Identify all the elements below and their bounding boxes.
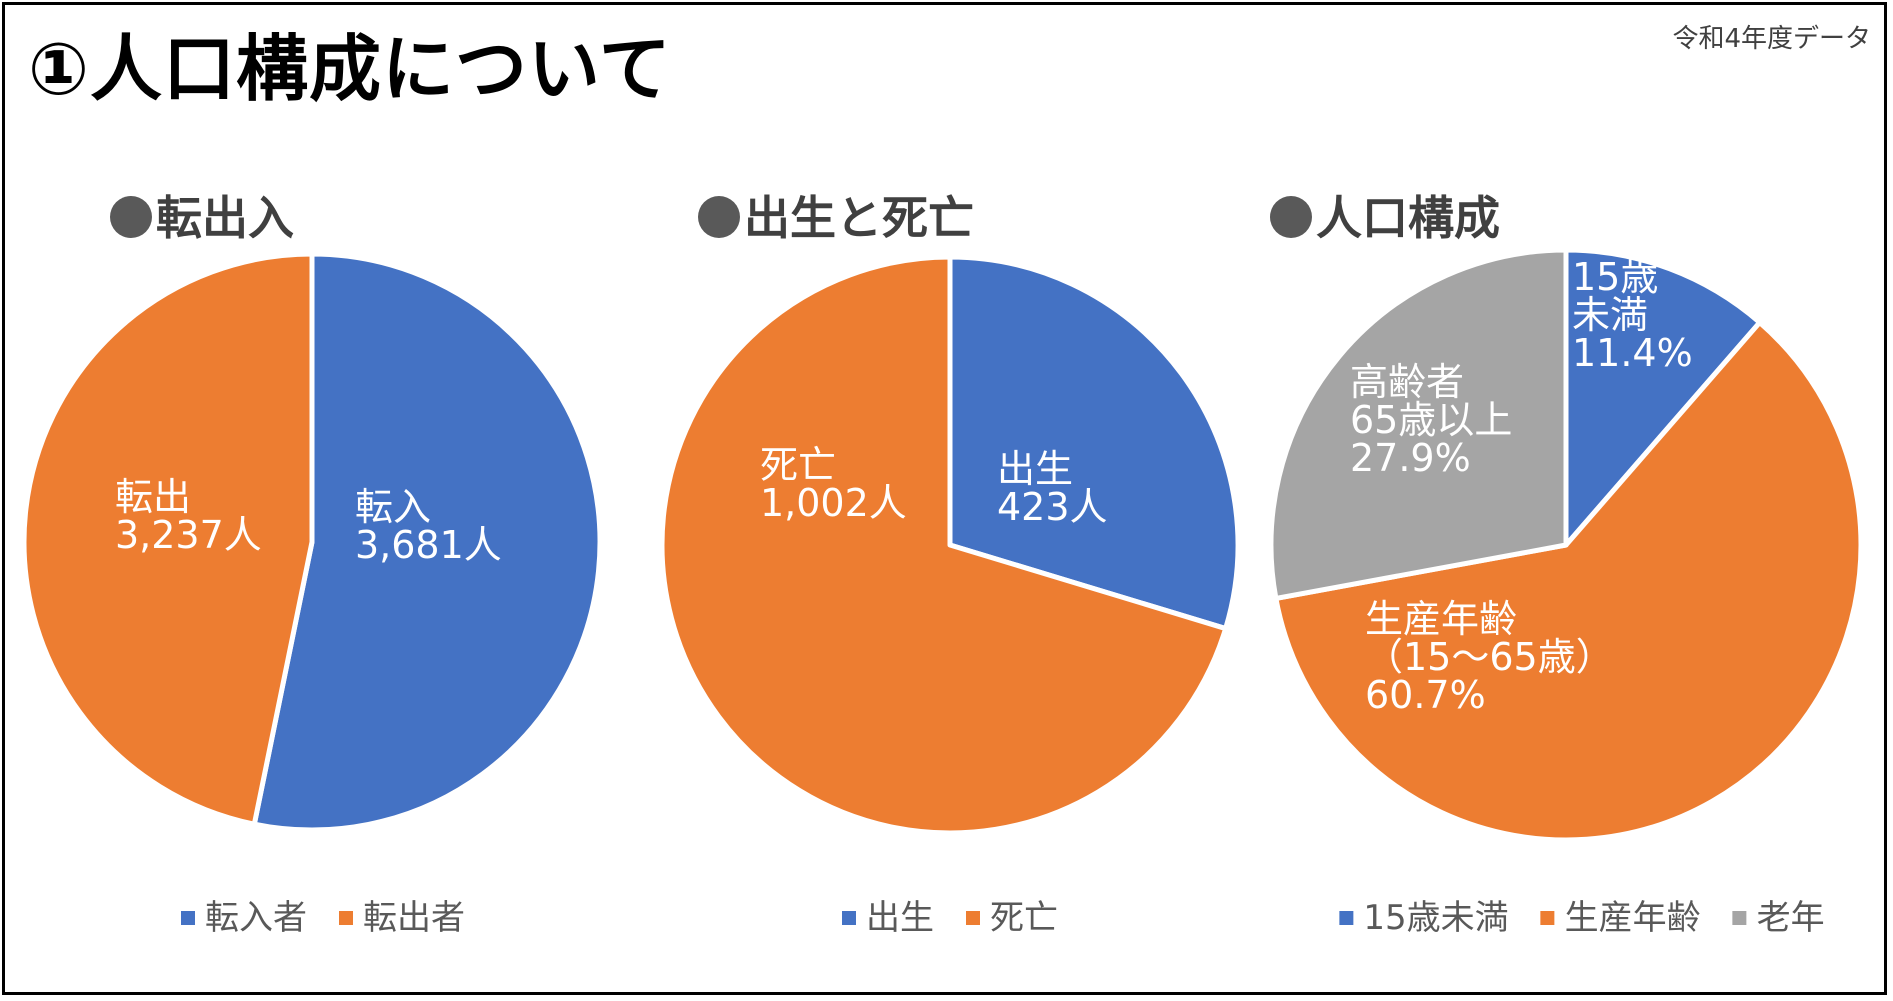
legend-label: 15歳未満 bbox=[1363, 898, 1509, 938]
pie-slice-2-2 bbox=[1268, 247, 1569, 601]
pie-slice-0-0 bbox=[251, 251, 603, 833]
chart-title-migration: 転出入 bbox=[110, 182, 294, 248]
legend-swatch bbox=[1540, 911, 1555, 925]
legend-item: 生産年齢 bbox=[1540, 890, 1701, 939]
legend-label: 転出者 bbox=[363, 898, 465, 938]
legend-swatch bbox=[842, 911, 856, 925]
legend-swatch bbox=[339, 911, 353, 925]
pie-slice-2-1 bbox=[1273, 319, 1864, 843]
legend-label: 転入者 bbox=[205, 898, 307, 938]
data-label-0-1: 転出 3,237人 bbox=[115, 475, 262, 557]
data-label-2-2: 高齢者 65歳以上 27.9% bbox=[1350, 360, 1512, 480]
bullet-icon bbox=[110, 196, 152, 238]
chart-title-text: 出生と死亡 bbox=[744, 191, 974, 245]
pie-slice-2-0 bbox=[1563, 247, 1763, 548]
legend-swatch bbox=[181, 911, 195, 925]
data-label-0-0: 転入 3,681人 bbox=[355, 485, 502, 567]
legend-swatch bbox=[966, 911, 980, 925]
bullet-icon bbox=[1270, 196, 1312, 238]
chart-title-text: 転出入 bbox=[156, 191, 294, 245]
legend-population: 15歳未満 生産年齢 老年 bbox=[1323, 890, 1840, 939]
legend-label: 死亡 bbox=[990, 898, 1058, 938]
legend-item: 老年 bbox=[1732, 890, 1825, 939]
chart-title-text: 人口構成 bbox=[1316, 191, 1500, 245]
legend-item: 転出者 bbox=[339, 890, 465, 939]
chart-title-births-deaths: 出生と死亡 bbox=[698, 182, 974, 248]
data-label-1-0: 出生 423人 bbox=[997, 447, 1108, 529]
legend-migration: 転入者 転出者 bbox=[165, 890, 481, 939]
legend-item: 死亡 bbox=[966, 890, 1058, 939]
legend-item: 転入者 bbox=[181, 890, 307, 939]
legend-item: 出生 bbox=[842, 890, 934, 939]
legend-label: 老年 bbox=[1756, 898, 1825, 938]
pie-slice-1-0 bbox=[947, 254, 1241, 632]
legend-births-deaths: 出生 死亡 bbox=[826, 890, 1074, 939]
data-label-2-0: 15歳未満 11.4% bbox=[1572, 255, 1693, 375]
pie-slice-1-1 bbox=[659, 254, 1229, 836]
data-label-1-1: 死亡 1,002人 bbox=[760, 443, 907, 525]
chart-title-population: 人口構成 bbox=[1270, 182, 1500, 248]
legend-swatch bbox=[1732, 911, 1747, 925]
data-year-note: 令和4年度データ bbox=[1672, 24, 1871, 54]
legend-item: 15歳未満 bbox=[1339, 890, 1509, 939]
legend-label: 出生 bbox=[866, 898, 934, 938]
page-title: ①人口構成について bbox=[28, 27, 672, 111]
legend-label: 生産年齢 bbox=[1564, 898, 1701, 938]
pie-slice-0-1 bbox=[21, 251, 315, 827]
data-label-2-1: 生産年齢（15～65歳） 60.7% bbox=[1365, 597, 1614, 717]
legend-swatch bbox=[1339, 911, 1354, 925]
bullet-icon bbox=[698, 196, 740, 238]
